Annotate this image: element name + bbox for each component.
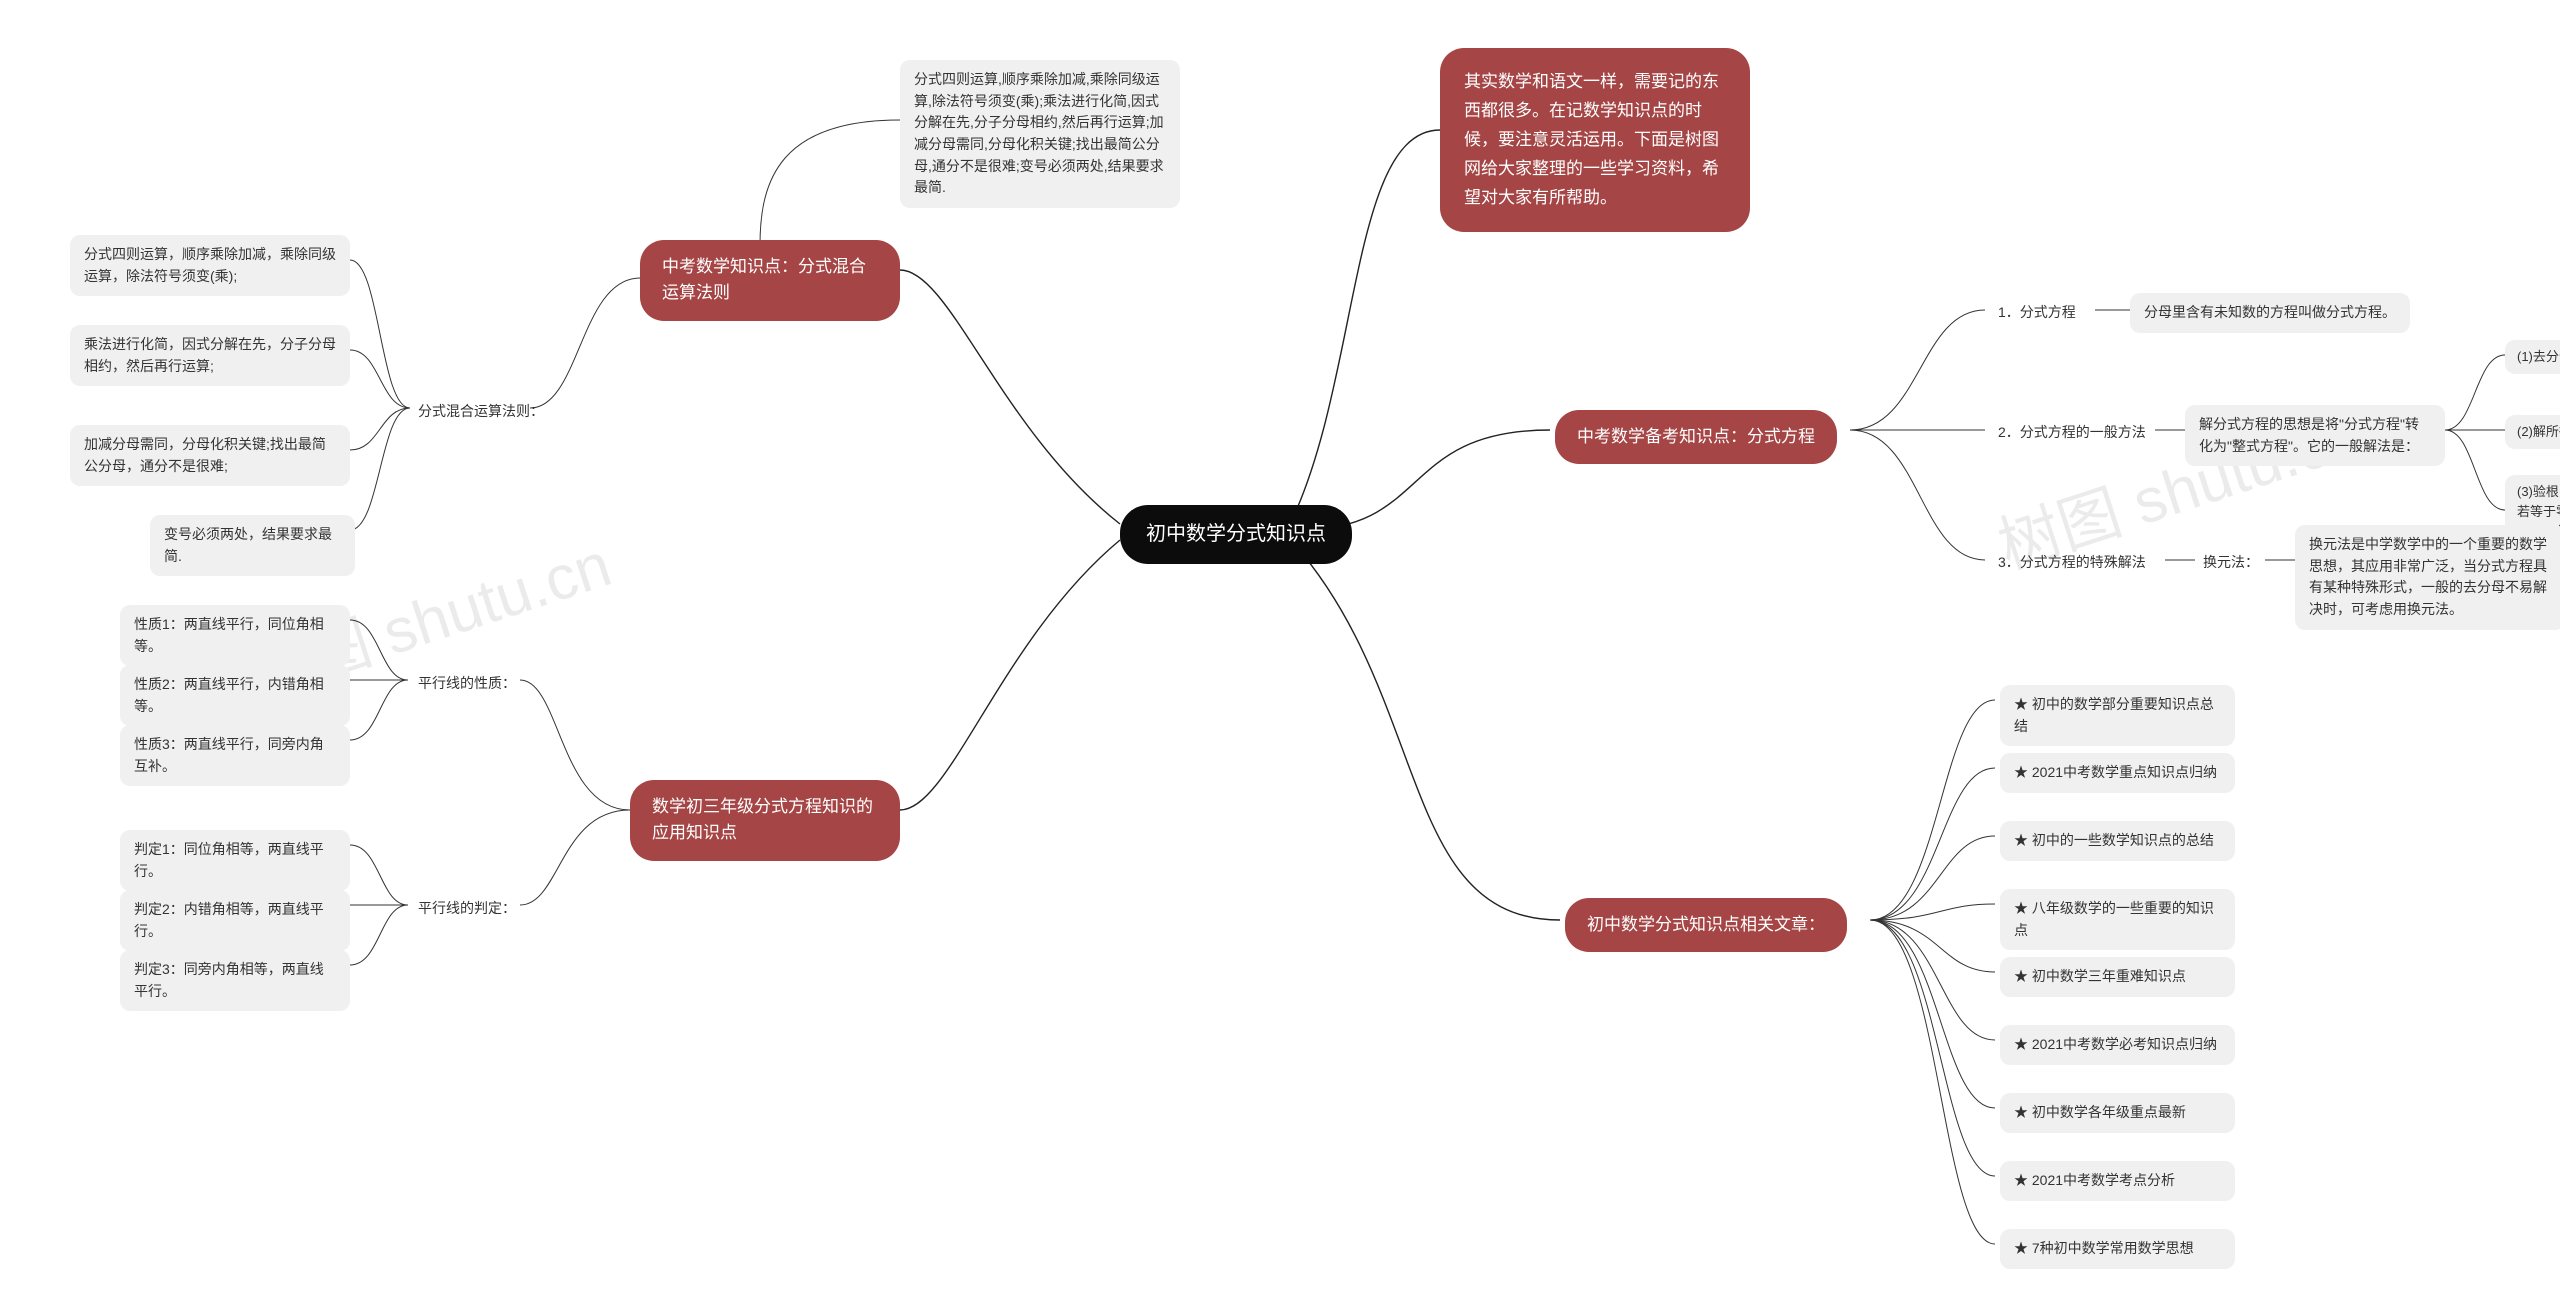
leaf-mixed-item-1: 乘法进行化简，因式分解在先，分子分母相约，然后再行运算;	[70, 325, 350, 386]
eq-item1-num: 2．分式方程的一般方法	[1990, 418, 2154, 448]
leaf-grade3-g1-0: 判定1：同位角相等，两直线平行。	[120, 830, 350, 891]
related-item-1[interactable]: ★ 2021中考数学重点知识点归纳	[2000, 753, 2235, 793]
eq-item1-desc: 解分式方程的思想是将"分式方程"转化为"整式方程"。它的一般解法是：	[2185, 405, 2445, 466]
intro-node[interactable]: 其实数学和语文一样，需要记的东西都很多。在记数学知识点的时候，要注意灵活运用。下…	[1440, 48, 1750, 232]
eq-item2-num: 3．分式方程的特殊解法	[1990, 548, 2154, 578]
eq-item0-num: 1．分式方程	[1990, 298, 2084, 328]
branch-mixed-ops[interactable]: 中考数学知识点：分式混合运算法则	[640, 240, 900, 321]
eq-item2-sub: 换元法：	[2195, 548, 2267, 578]
leaf-mixed-item-0: 分式四则运算，顺序乘除加减，乘除同级运算，除法符号须变(乘);	[70, 235, 350, 296]
related-item-5[interactable]: ★ 2021中考数学必考知识点归纳	[2000, 1025, 2235, 1065]
related-item-2[interactable]: ★ 初中的一些数学知识点的总结	[2000, 821, 2235, 861]
sub-grade3-group0: 平行线的性质：	[410, 669, 524, 699]
leaf-mixed-item-3: 变号必须两处，结果要求最简.	[150, 515, 355, 576]
leaf-grade3-g0-1: 性质2：两直线平行，内错角相等。	[120, 665, 350, 726]
related-item-8[interactable]: ★ 7种初中数学常用数学思想	[2000, 1229, 2235, 1269]
root-node[interactable]: 初中数学分式知识点	[1120, 505, 1352, 564]
eq-step-0: (1)去分母，方程两边都乘以最简公分母	[2505, 340, 2560, 374]
sub-mixed-label: 分式混合运算法则：	[410, 397, 552, 427]
leaf-grade3-g1-2: 判定3：同旁内角相等，两直线平行。	[120, 950, 350, 1011]
leaf-mixed-summary: 分式四则运算,顺序乘除加减,乘除同级运算,除法符号须变(乘);乘法进行化简,因式…	[900, 60, 1180, 208]
leaf-mixed-item-2: 加减分母需同，分母化积关键;找出最简公分母，通分不是很难;	[70, 425, 350, 486]
related-item-7[interactable]: ★ 2021中考数学考点分析	[2000, 1161, 2235, 1201]
branch-related[interactable]: 初中数学分式知识点相关文章：	[1565, 898, 1847, 952]
leaf-grade3-g1-1: 判定2：内错角相等，两直线平行。	[120, 890, 350, 951]
sub-grade3-group1: 平行线的判定：	[410, 894, 524, 924]
related-item-3[interactable]: ★ 八年级数学的一些重要的知识点	[2000, 889, 2235, 950]
related-item-0[interactable]: ★ 初中的数学部分重要知识点总结	[2000, 685, 2235, 746]
eq-item0-desc: 分母里含有未知数的方程叫做分式方程。	[2130, 293, 2410, 333]
branch-equation[interactable]: 中考数学备考知识点：分式方程	[1555, 410, 1837, 464]
branch-grade3[interactable]: 数学初三年级分式方程知识的应用知识点	[630, 780, 900, 861]
eq-item2-desc: 换元法是中学数学中的一个重要的数学思想，其应用非常广泛，当分式方程具有某种特殊形…	[2295, 525, 2560, 630]
related-item-6[interactable]: ★ 初中数学各年级重点最新	[2000, 1093, 2235, 1133]
leaf-grade3-g0-2: 性质3：两直线平行，同旁内角互补。	[120, 725, 350, 786]
related-item-4[interactable]: ★ 初中数学三年重难知识点	[2000, 957, 2235, 997]
leaf-grade3-g0-0: 性质1：两直线平行，同位角相等。	[120, 605, 350, 666]
eq-step-1: (2)解所得的整式方程	[2505, 415, 2560, 449]
